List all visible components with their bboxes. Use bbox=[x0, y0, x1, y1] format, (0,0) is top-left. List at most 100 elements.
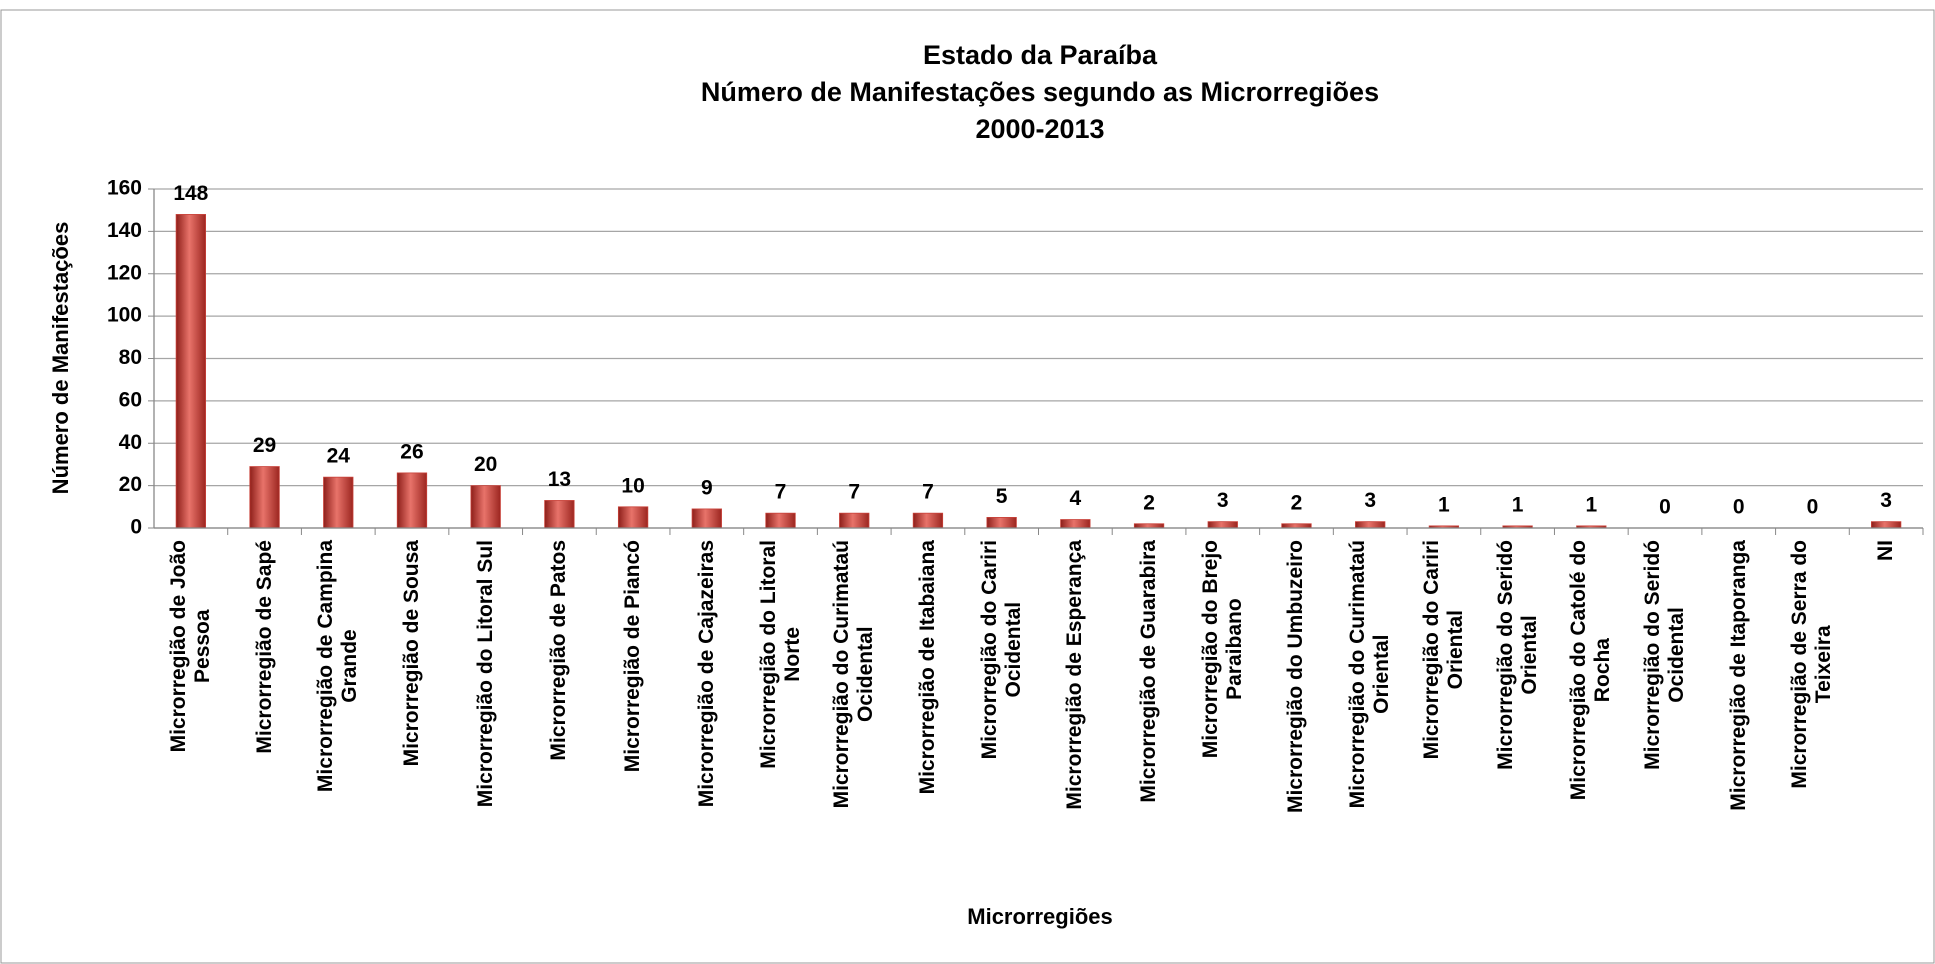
bar bbox=[323, 476, 354, 529]
y-tick-label: 0 bbox=[130, 516, 142, 539]
x-tick-label: Microrregião do Seridó Ocidental bbox=[1641, 540, 1689, 940]
y-tick-label: 100 bbox=[107, 304, 142, 327]
x-tick-text: Microrregião do Catolé do Rocha bbox=[1567, 540, 1615, 801]
data-label: 2 bbox=[1291, 491, 1303, 514]
x-tick-label: Microrregião de Itabaiana bbox=[916, 540, 940, 940]
data-label: 3 bbox=[1880, 489, 1892, 512]
data-label: 7 bbox=[922, 481, 934, 504]
bar bbox=[249, 466, 280, 529]
x-tick-label: Microrregião de Cajazeiras bbox=[695, 540, 719, 940]
x-tick-text: Microrregião do Cariri Ocidental bbox=[977, 540, 1025, 760]
x-tick-text: Microrregião de Patos bbox=[547, 540, 571, 761]
x-tick-text: Microrregião de Serra do Teixeira bbox=[1788, 540, 1836, 789]
bar bbox=[1871, 521, 1902, 529]
x-tick-label: Microrregião de Guarabira bbox=[1137, 540, 1161, 940]
x-tick-label: Microrregião de Sousa bbox=[400, 540, 424, 940]
data-label: 29 bbox=[253, 434, 276, 457]
x-tick-text: Microrregião de Sousa bbox=[399, 540, 423, 767]
x-tick-label: Microrregião do Litoral Sul bbox=[474, 540, 498, 940]
bar bbox=[544, 500, 575, 529]
data-label: 0 bbox=[1733, 496, 1745, 519]
bar bbox=[617, 506, 649, 529]
x-tick-text: Microrregião do Umbuzeiro bbox=[1284, 540, 1308, 814]
y-tick-label: 140 bbox=[107, 219, 142, 242]
bar bbox=[1207, 521, 1238, 529]
x-tick-text: Microrregião de Itabaiana bbox=[915, 540, 939, 795]
y-tick-label: 20 bbox=[119, 473, 142, 496]
x-tick-label: Microrregião do Litoral Norte bbox=[757, 540, 805, 940]
bar bbox=[765, 512, 796, 529]
bar bbox=[912, 512, 944, 529]
y-axis-title: Número de Manifestações bbox=[48, 222, 73, 495]
data-label: 9 bbox=[701, 476, 713, 499]
x-tick-text: Microrregião de Itaporanga bbox=[1726, 540, 1750, 811]
data-label: 7 bbox=[775, 481, 787, 504]
bar bbox=[839, 512, 870, 529]
x-tick-text: Microrregião do Litoral Sul bbox=[473, 540, 497, 808]
x-axis-title: Microrregiões bbox=[967, 904, 1113, 929]
x-tick-text: Microrregião do Litoral Norte bbox=[756, 540, 804, 769]
x-tick-label: Microrregião de João Pessoa bbox=[167, 540, 215, 940]
x-tick-text: Microrregião de João Pessoa bbox=[166, 540, 214, 753]
bar bbox=[396, 472, 428, 529]
bar bbox=[1355, 521, 1386, 529]
x-tick-label: Microrregião do Catolé do Rocha bbox=[1567, 540, 1615, 940]
chart-title: 2000-2013 bbox=[975, 114, 1104, 144]
x-tick-label: Microrregião de Esperança bbox=[1063, 540, 1087, 940]
data-label: 0 bbox=[1659, 496, 1671, 519]
data-label: 1 bbox=[1512, 493, 1524, 516]
x-tick-text: Microrregião de Guarabira bbox=[1137, 540, 1161, 803]
bar bbox=[1060, 519, 1091, 529]
frame bbox=[0, 9, 1935, 964]
data-label: 4 bbox=[1070, 487, 1082, 510]
x-tick-text: Microrregião do Curimataú Ocidental bbox=[830, 540, 878, 809]
x-tick-text: Microrregião do Curimataú Oriental bbox=[1346, 540, 1394, 809]
x-tick-text: Microrregião de Sapé bbox=[252, 540, 276, 754]
x-tick-label: Microrregião de Sapé bbox=[253, 540, 277, 940]
bar bbox=[470, 485, 501, 529]
y-tick-label: 120 bbox=[107, 261, 142, 284]
bar bbox=[986, 517, 1017, 529]
bar bbox=[691, 508, 722, 529]
x-tick-text: Microrregião de Piancó bbox=[621, 540, 645, 773]
x-tick-label: Microrregião de Itaporanga bbox=[1727, 540, 1751, 940]
x-tick-label: Microrregião de Piancó bbox=[621, 540, 645, 940]
x-tick-text: Microrregião do Brejo Paraibano bbox=[1198, 540, 1246, 759]
y-tick-label: 60 bbox=[119, 388, 142, 411]
chart-title: Número de Manifestações segundo as Micro… bbox=[701, 77, 1379, 107]
x-tick-label: Microrregião do Curimataú Oriental bbox=[1346, 540, 1394, 940]
y-tick-label: 40 bbox=[119, 431, 142, 454]
x-tick-label: Microrregião do Seridó Oriental bbox=[1494, 540, 1542, 940]
data-label: 7 bbox=[848, 481, 860, 504]
y-tick-label: 160 bbox=[107, 177, 142, 200]
x-tick-label: Microrregião de Patos bbox=[547, 540, 571, 940]
x-tick-text: Microrregião de Esperança bbox=[1063, 540, 1087, 810]
data-label: 10 bbox=[621, 474, 644, 497]
x-tick-text: Microrregião do Seridó Ocidental bbox=[1641, 540, 1689, 770]
x-tick-label: Microrregião do Cariri Oriental bbox=[1420, 540, 1468, 940]
data-label: 5 bbox=[996, 485, 1008, 508]
x-tick-text: Microrregião de Campina Grande bbox=[314, 540, 362, 793]
x-tick-label: Microrregião de Campina Grande bbox=[314, 540, 362, 940]
data-label: 3 bbox=[1364, 489, 1376, 512]
data-label: 3 bbox=[1217, 489, 1229, 512]
y-tick-label: 80 bbox=[119, 346, 142, 369]
data-label: 148 bbox=[173, 182, 208, 205]
data-label: 1 bbox=[1585, 493, 1597, 516]
data-label: 13 bbox=[548, 468, 571, 491]
data-label: 20 bbox=[474, 453, 497, 476]
data-label: 24 bbox=[327, 445, 351, 468]
x-tick-label: NI bbox=[1874, 540, 1898, 940]
chart-title: Estado da Paraíba bbox=[923, 40, 1158, 70]
x-tick-text: Microrregião de Cajazeiras bbox=[694, 540, 718, 808]
x-tick-label: Microrregião do Brejo Paraibano bbox=[1199, 540, 1247, 940]
x-tick-text: NI bbox=[1874, 540, 1898, 561]
x-tick-label: Microrregião de Serra do Teixeira bbox=[1788, 540, 1836, 940]
data-label: 0 bbox=[1807, 496, 1819, 519]
x-tick-label: Microrregião do Cariri Ocidental bbox=[978, 540, 1026, 940]
data-label: 1 bbox=[1438, 493, 1450, 516]
x-tick-label: Microrregião do Curimataú Ocidental bbox=[830, 540, 878, 940]
bar bbox=[175, 214, 206, 529]
x-tick-text: Microrregião do Seridó Oriental bbox=[1493, 540, 1541, 770]
